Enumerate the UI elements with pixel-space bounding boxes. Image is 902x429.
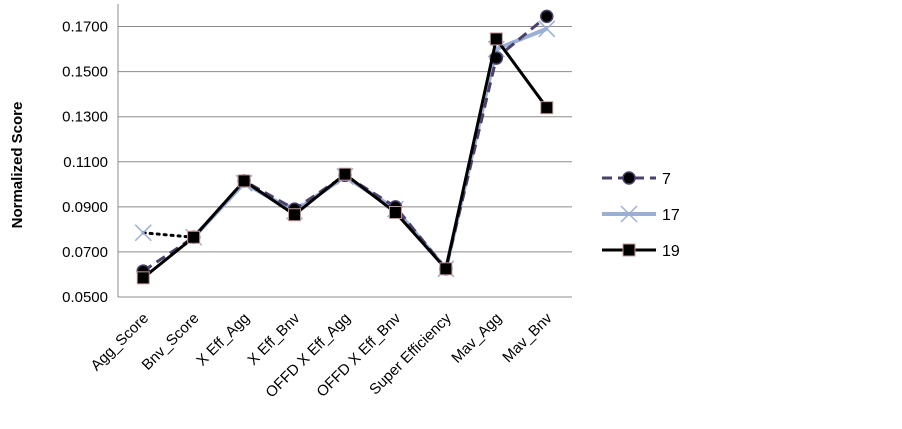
y-tick-label: 0.0700 [62,244,108,261]
x-tick-label: X Eff_Agg [193,310,253,370]
x-stroke [134,224,152,242]
data-point-square [187,230,201,244]
data-point-x [620,205,638,223]
legend: 7 17 19 [602,171,680,260]
legend-label: 19 [662,243,680,260]
series-19 [136,32,554,285]
x-stroke [538,20,556,38]
x-tick-label: Mav_Bnv [499,309,556,366]
data-point-x [538,20,556,38]
data-point-square [388,205,402,219]
data-point-square [338,167,352,181]
data-point-square [237,174,251,188]
y-axis-label: Normalized Score [9,102,26,229]
y-tick-label: 0.1700 [62,19,108,36]
data-point-circle [622,171,636,185]
series-line [142,37,548,280]
legend-item-7: 7 [602,171,671,188]
legend-label: 7 [662,171,671,188]
data-point-square [288,208,302,222]
data-point-square [136,271,150,285]
y-tick-label: 0.1100 [63,154,108,171]
series-line [142,15,548,273]
series-line [192,26,548,271]
y-tick-label: 0.1500 [62,64,108,81]
y-tick-label: 0.0900 [62,199,108,216]
series [134,9,556,285]
data-point-square [622,243,636,257]
gridlines [118,26,572,253]
y-tick-label: 0.0500 [62,289,108,306]
x-stroke [620,205,638,223]
data-point-square [439,262,453,276]
legend-item-19: 19 [602,243,680,260]
data-point-square [540,101,554,115]
data-point-circle [540,9,554,24]
x-tick-label: OFFD X Eff_Agg [262,310,353,401]
legend-item-17: 17 [602,205,680,224]
data-point-square [489,32,503,46]
y-tick-label: 0.1300 [62,109,108,126]
dotted-connector [141,231,196,239]
x-tick-label: Mav_Agg [448,310,505,367]
legend-label: 17 [662,207,680,224]
data-point-x [134,224,152,242]
